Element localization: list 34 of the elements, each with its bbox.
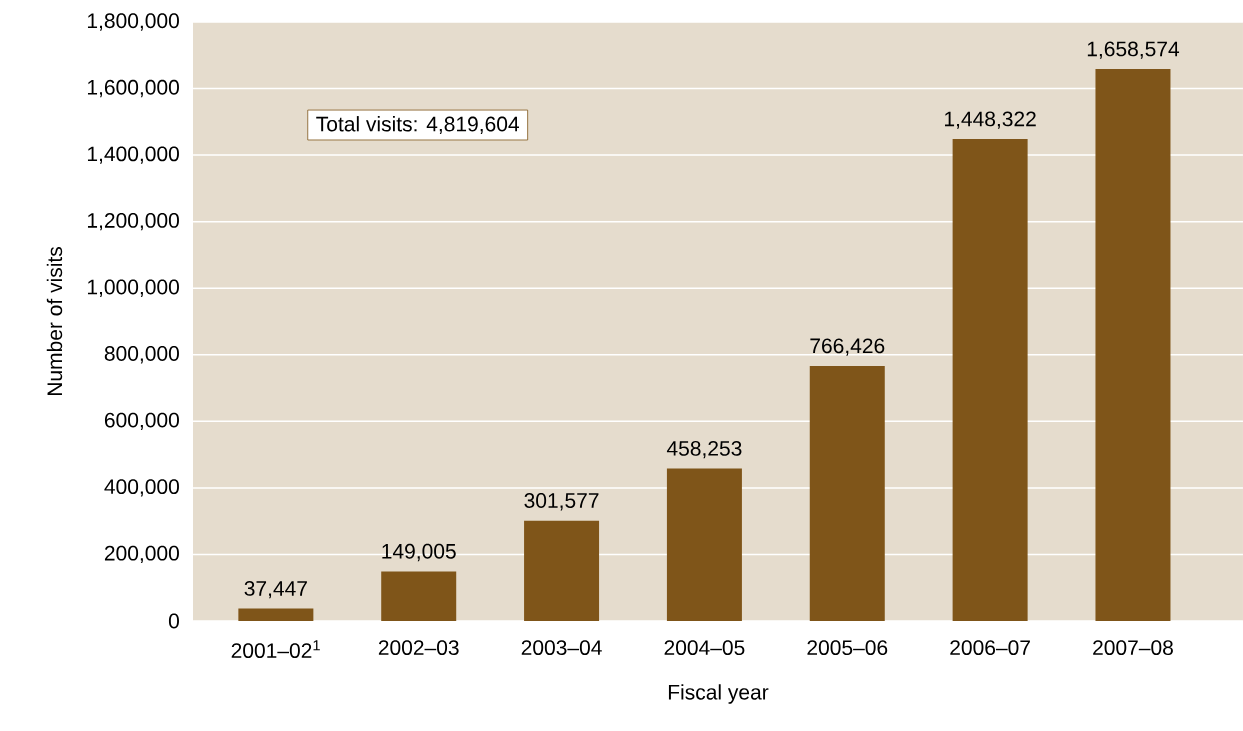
bar bbox=[524, 520, 600, 621]
x-axis-title: Fiscal year bbox=[668, 684, 769, 704]
y-tick-label: 200,000 bbox=[104, 545, 179, 564]
bar bbox=[666, 468, 742, 621]
x-tick-label: 2002–03 bbox=[378, 640, 459, 656]
y-tick-label: 1,400,000 bbox=[87, 146, 179, 164]
x-tick-label: 2003–04 bbox=[521, 640, 602, 656]
data-label: 1,448,322 bbox=[945, 111, 1036, 129]
y-tick-label: 1,600,000 bbox=[87, 79, 179, 98]
data-label: 37,447 bbox=[244, 580, 307, 599]
x-tick-label: 2007–08 bbox=[1093, 640, 1173, 656]
y-tick-label: 1,000,000 bbox=[87, 279, 179, 297]
data-label: 1,658,574 bbox=[1087, 41, 1180, 59]
y-tick-label: 400,000 bbox=[104, 479, 179, 497]
bar bbox=[952, 139, 1028, 621]
y-tick-label: 800,000 bbox=[104, 346, 179, 364]
data-label: 458,253 bbox=[666, 440, 742, 459]
bar bbox=[1095, 69, 1171, 621]
y-tick-label: 600,000 bbox=[104, 412, 179, 430]
data-label: 149,005 bbox=[382, 543, 456, 562]
annotation: Total visits: 4,819,604 bbox=[316, 116, 519, 134]
y-tick-label: 1,200,000 bbox=[87, 212, 179, 231]
x-tick-label: 2001–02$^{1}$ bbox=[231, 640, 320, 659]
y-axis-title: Number of visits bbox=[46, 247, 63, 396]
x-tick-label: 2005–06 bbox=[807, 640, 888, 656]
x-tick-label: 2004–05 bbox=[664, 640, 745, 656]
bar bbox=[809, 365, 885, 621]
y-tick-label: 0 bbox=[168, 613, 179, 629]
data-label: 766,426 bbox=[810, 338, 885, 356]
bar bbox=[381, 571, 457, 621]
x-tick-label: 2006–07 bbox=[950, 640, 1030, 656]
bar bbox=[238, 608, 314, 621]
y-tick-label: 1,800,000 bbox=[87, 13, 179, 31]
data-label: 301,577 bbox=[524, 493, 599, 511]
